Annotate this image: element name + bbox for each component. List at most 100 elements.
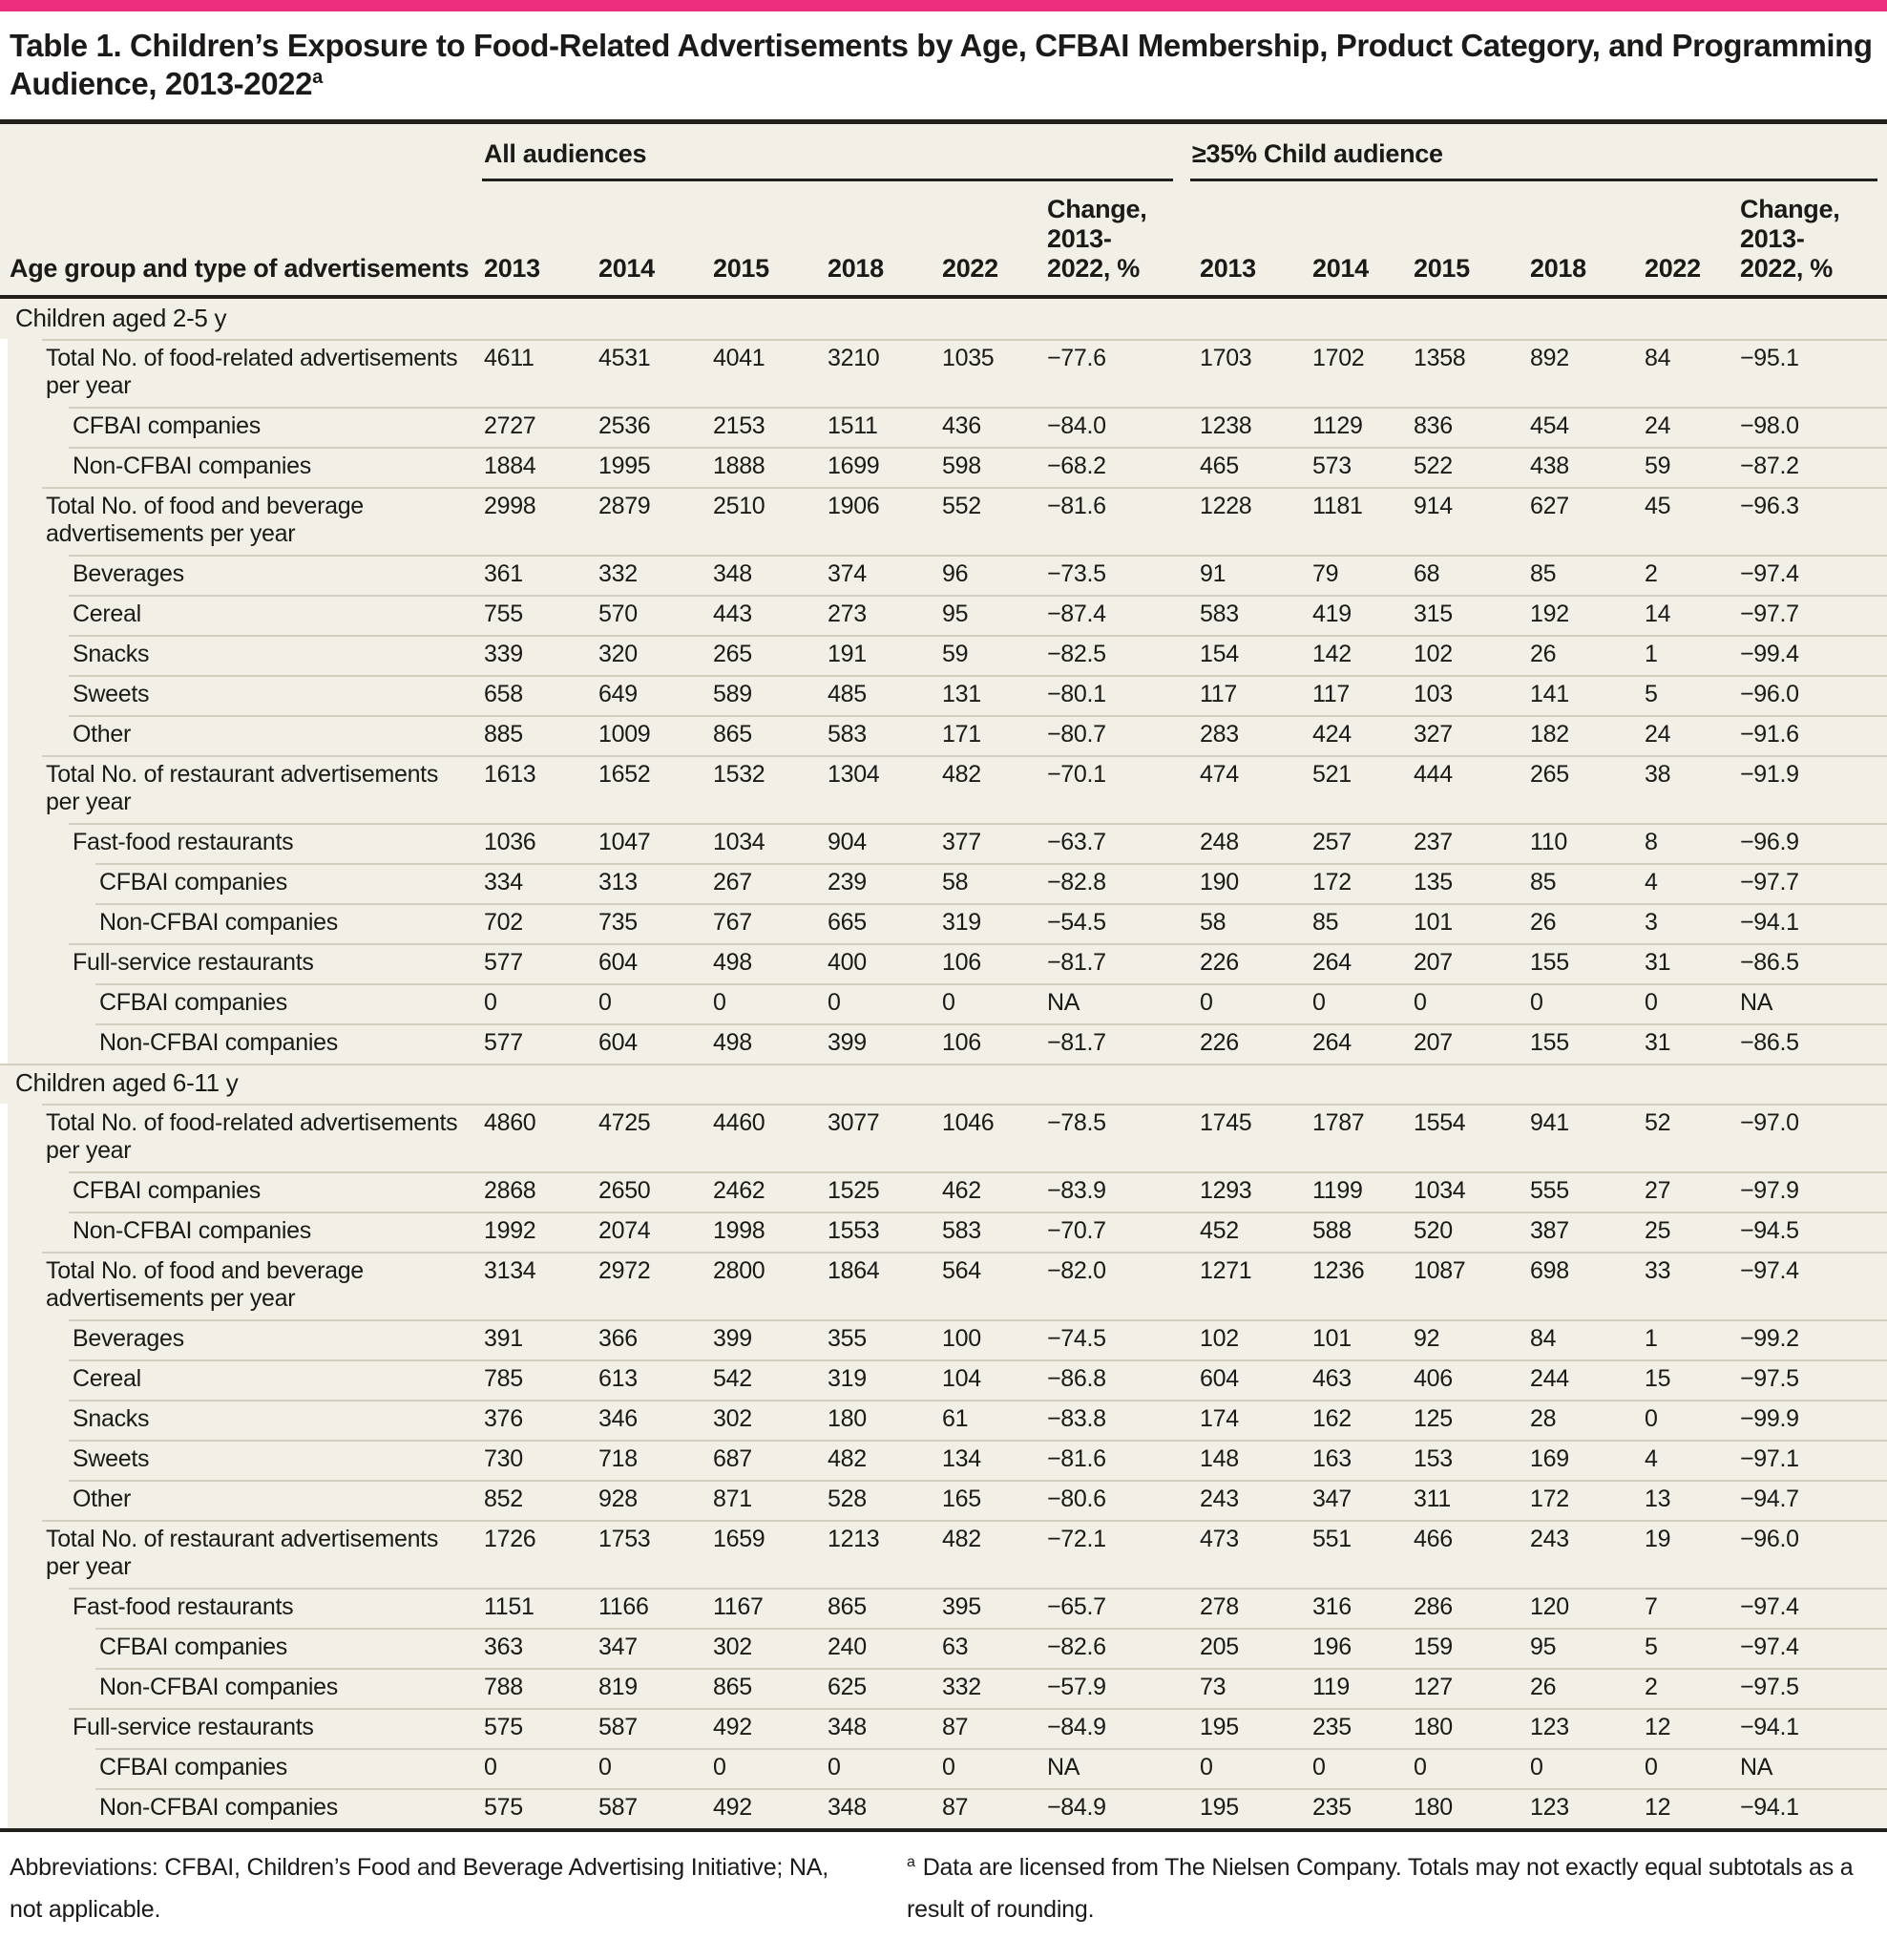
data-cell: −99.9	[1740, 1405, 1799, 1433]
data-cell: 4460	[713, 1109, 765, 1137]
data-cell: 570	[598, 601, 638, 628]
data-cell: 865	[828, 1593, 867, 1621]
data-cell: 687	[713, 1445, 752, 1473]
data-cell: NA	[1047, 989, 1080, 1017]
data-cell: 265	[713, 641, 752, 668]
data-cell: 1166	[598, 1593, 649, 1621]
year-column-header: 2013	[1200, 254, 1256, 284]
data-cell: 871	[713, 1486, 752, 1513]
data-cell: 169	[1530, 1445, 1569, 1473]
table-row: Beverages 391 366 399 355 100 −74.5 102 101 92 84 1…	[0, 1319, 1887, 1360]
section-header-row: Children aged 6-11 y	[0, 1064, 1887, 1105]
data-cell: 1511	[828, 412, 878, 440]
data-cell: 904	[828, 829, 867, 856]
data-cell: −54.5	[1047, 909, 1106, 937]
data-cell: 102	[1200, 1325, 1239, 1353]
data-cell: 819	[598, 1674, 638, 1701]
data-cell: 485	[828, 681, 867, 708]
data-cell: 1034	[713, 829, 765, 856]
abbreviations-note: Abbreviations: CFBAI, Children’s Food an…	[10, 1854, 828, 1924]
data-cell: 346	[598, 1405, 638, 1433]
data-cell: 235	[1312, 1714, 1352, 1741]
data-cell: 264	[1312, 949, 1352, 977]
year-column-header: 2014	[598, 254, 655, 284]
data-cell: −70.1	[1047, 761, 1106, 789]
data-cell: −96.9	[1740, 829, 1799, 856]
data-cell: 604	[598, 1029, 638, 1057]
row-label: Non-CFBAI companies	[73, 1217, 311, 1245]
data-cell: −86.5	[1740, 949, 1799, 977]
data-cell: 1554	[1414, 1109, 1466, 1137]
data-cell: 2879	[598, 493, 651, 520]
data-cell: 0	[1312, 989, 1326, 1017]
data-cell: 735	[598, 909, 638, 937]
row-label: Non-CFBAI companies	[99, 1674, 338, 1701]
data-cell: 24	[1645, 412, 1671, 440]
data-cell: −97.5	[1740, 1365, 1799, 1393]
data-cell: −87.2	[1740, 453, 1799, 480]
data-cell: 928	[598, 1486, 638, 1513]
data-cell: 583	[942, 1217, 981, 1245]
data-cell: 286	[1414, 1593, 1453, 1621]
data-cell: 498	[713, 949, 752, 977]
data-cell: 2153	[713, 412, 765, 440]
data-cell: 2868	[484, 1177, 536, 1205]
data-cell: 3077	[828, 1109, 880, 1137]
row-label: Full-service restaurants	[73, 949, 314, 977]
data-cell: 31	[1645, 1029, 1671, 1057]
data-cell: −86.8	[1047, 1365, 1106, 1393]
table-row: Non-CFBAI companies 577 604 498 399 106 −81.7 2…	[0, 1023, 1887, 1064]
data-cell: 0	[713, 989, 726, 1017]
data-cell: 237	[1414, 829, 1453, 856]
data-cell: 240	[828, 1633, 867, 1661]
row-label: Fast-food restaurants	[73, 829, 294, 856]
data-cell: 0	[713, 1754, 726, 1781]
data-cell: −91.9	[1740, 761, 1799, 789]
data-cell: 174	[1200, 1405, 1239, 1433]
data-cell: 2727	[484, 412, 536, 440]
data-cell: 4	[1645, 1445, 1658, 1473]
row-label: Fast-food restaurants	[73, 1593, 294, 1621]
data-cell: 302	[713, 1633, 752, 1661]
data-cell: 0	[484, 989, 497, 1017]
data-cell: −97.4	[1740, 1593, 1799, 1621]
data-cell: 852	[484, 1486, 523, 1513]
data-cell: 85	[1530, 560, 1557, 588]
data-cell: 649	[598, 681, 638, 708]
data-cell: −77.6	[1047, 345, 1106, 372]
data-cell: 142	[1312, 641, 1352, 668]
data-cell: 63	[942, 1633, 969, 1661]
data-cell: 85	[1530, 869, 1557, 896]
data-cell: 244	[1530, 1365, 1569, 1393]
table-row: Fast-food restaurants 1151 1166 1167 865 395 −…	[0, 1588, 1887, 1629]
data-cell: −94.5	[1740, 1217, 1799, 1245]
data-cell: 604	[598, 949, 638, 977]
data-cell: 3134	[484, 1257, 536, 1285]
table-row: Sweets 730 718 687 482 134 −81.6 148 163 153 169 4 −…	[0, 1440, 1887, 1481]
data-cell: −94.1	[1740, 1794, 1799, 1822]
data-cell: 162	[1312, 1405, 1352, 1433]
table-row: Total No. of food-related advertisements…	[0, 339, 1887, 408]
data-cell: 1992	[484, 1217, 536, 1245]
data-cell: 0	[828, 1754, 841, 1781]
row-label: CFBAI companies	[73, 412, 261, 440]
data-cell: 436	[942, 412, 981, 440]
data-cell: −94.1	[1740, 909, 1799, 937]
table-row: Total No. of restaurant advertisements p…	[0, 755, 1887, 824]
data-cell: 4531	[598, 345, 651, 372]
data-cell: 348	[828, 1714, 867, 1741]
row-label: Other	[73, 1486, 132, 1513]
data-cell: 155	[1530, 949, 1569, 977]
data-cell: −94.1	[1740, 1714, 1799, 1741]
data-cell: 334	[484, 869, 523, 896]
data-cell: 374	[828, 560, 867, 588]
data-cell: −98.0	[1740, 412, 1799, 440]
data-cell: 0	[1200, 989, 1213, 1017]
data-cell: −70.7	[1047, 1217, 1106, 1245]
data-cell: 1659	[713, 1526, 765, 1553]
data-cell: 92	[1414, 1325, 1440, 1353]
data-cell: −97.7	[1740, 869, 1799, 896]
data-cell: 243	[1200, 1486, 1239, 1513]
data-cell: −86.5	[1740, 1029, 1799, 1057]
